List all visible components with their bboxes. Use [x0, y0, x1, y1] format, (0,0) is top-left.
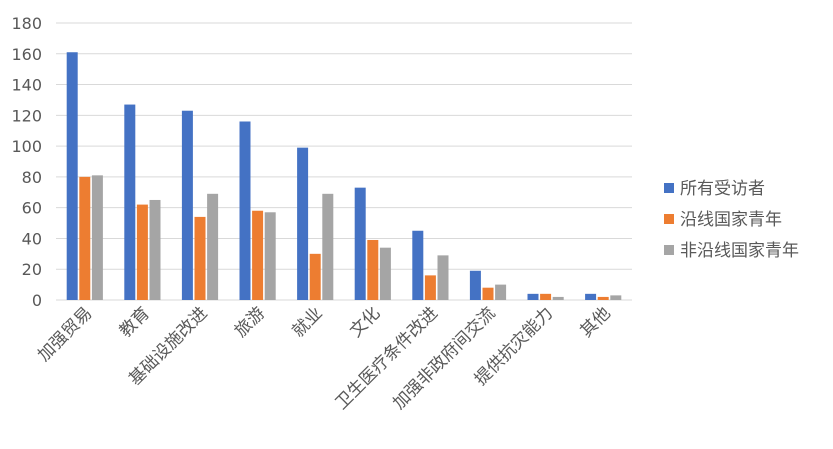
y-tick-label: 180 — [11, 14, 42, 33]
y-tick-label: 120 — [11, 106, 42, 125]
bar — [540, 293, 552, 300]
x-category-label: 加强贸易 — [34, 303, 96, 365]
bar — [469, 270, 481, 300]
legend-label: 沿线国家青年 — [680, 210, 782, 230]
bar — [482, 287, 494, 300]
x-category-label: 加强非政府间交流 — [389, 303, 499, 413]
y-tick-label: 60 — [22, 199, 42, 218]
x-category-label: 教育 — [116, 303, 154, 341]
legend-label: 非沿线国家青年 — [680, 241, 799, 261]
legend-swatch — [664, 214, 674, 224]
series-1 — [66, 52, 597, 301]
x-category-label: 其他 — [577, 303, 615, 341]
bar — [437, 255, 449, 300]
bar — [207, 193, 219, 300]
series-3 — [91, 175, 622, 300]
y-tick-label: 140 — [11, 76, 42, 95]
bar — [424, 275, 436, 300]
bar — [597, 296, 609, 300]
legend-item: 所有受访者 — [664, 179, 765, 199]
x-category-label: 卫生医疗条件改进 — [332, 303, 442, 413]
x-category-label: 文化 — [346, 303, 384, 341]
y-tick-label: 160 — [11, 45, 42, 64]
series-2 — [79, 176, 609, 300]
bar — [239, 121, 251, 301]
y-tick-label: 80 — [22, 168, 42, 187]
legend-swatch — [664, 183, 674, 193]
bar — [181, 110, 193, 300]
bars — [66, 52, 622, 301]
bar — [136, 204, 148, 300]
legend-item: 非沿线国家青年 — [664, 241, 799, 261]
y-tick-label: 100 — [11, 137, 42, 156]
bar — [124, 104, 136, 300]
bar — [91, 175, 103, 300]
bar — [297, 147, 309, 300]
bar — [252, 210, 264, 300]
bar — [322, 193, 334, 300]
legend-swatch — [664, 245, 674, 255]
bar — [309, 253, 321, 300]
bar — [379, 247, 391, 300]
bar — [194, 216, 206, 300]
y-tick-label: 0 — [32, 291, 42, 310]
y-axis-tick-labels: 0 20 40 60 80 100 120 140 160 180 — [11, 14, 42, 310]
legend-label: 所有受访者 — [680, 179, 765, 199]
bar — [79, 176, 91, 300]
bar — [585, 293, 597, 300]
bar — [552, 296, 564, 300]
bar — [354, 187, 366, 300]
bar — [149, 199, 161, 300]
bar — [610, 295, 622, 300]
bar — [264, 212, 276, 300]
x-category-label: 就业 — [289, 303, 327, 341]
y-tick-label: 40 — [22, 229, 42, 248]
bar — [495, 284, 507, 300]
y-tick-label: 20 — [22, 260, 42, 279]
bar — [527, 293, 539, 300]
bar — [367, 239, 379, 300]
x-category-label: 旅游 — [231, 303, 269, 341]
bar — [66, 52, 78, 300]
bar — [412, 230, 424, 300]
legend-item: 沿线国家青年 — [664, 210, 782, 230]
